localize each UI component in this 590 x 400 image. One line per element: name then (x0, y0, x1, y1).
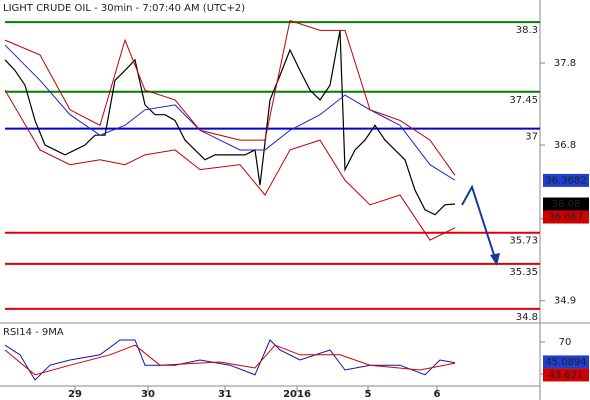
level-label: 38.3 (516, 25, 538, 36)
series-line (4, 19, 456, 176)
y-tick-label: 36.8 (554, 140, 576, 151)
value-box-label: 36.3682 (545, 175, 586, 186)
level-label: 37 (525, 132, 538, 143)
level-label: 34.8 (516, 312, 538, 323)
value-box (543, 355, 589, 369)
x-tick-label: 5 (365, 389, 372, 400)
series-line (4, 339, 456, 381)
value-box (543, 368, 589, 382)
y-tick-label: 70 (559, 337, 572, 348)
x-tick-label: 6 (434, 389, 441, 400)
panel-title: RSI14 - 9MA (3, 327, 64, 338)
value-box (543, 197, 589, 211)
value-box-label: 36.067 (549, 212, 584, 223)
x-tick-label: 31 (218, 389, 232, 400)
value-box-label: 36.08 (552, 199, 581, 210)
series-line (4, 30, 456, 216)
x-tick-label: 2016 (283, 389, 311, 400)
series-line (4, 89, 456, 241)
y-tick-label: 34.9 (554, 296, 576, 307)
chart-title: LIGHT CRUDE OIL - 30min - 7:07:40 AM (UT… (3, 3, 245, 14)
level-label: 37.45 (509, 95, 538, 106)
projection-arrow (461, 184, 500, 266)
x-tick-label: 30 (141, 389, 155, 400)
series-line (4, 44, 456, 181)
value-box-label: 45.0894 (545, 357, 586, 368)
y-tick-label: 37.8 (554, 58, 576, 69)
level-label: 35.35 (509, 267, 538, 278)
x-tick-label: 29 (68, 389, 82, 400)
arrow-path (461, 184, 496, 259)
value-box-label: 43.621 (549, 370, 584, 381)
arrow-head (490, 253, 500, 266)
series-line (4, 344, 456, 376)
value-box (543, 173, 589, 187)
value-box (543, 210, 589, 224)
level-label: 35.73 (509, 236, 538, 247)
